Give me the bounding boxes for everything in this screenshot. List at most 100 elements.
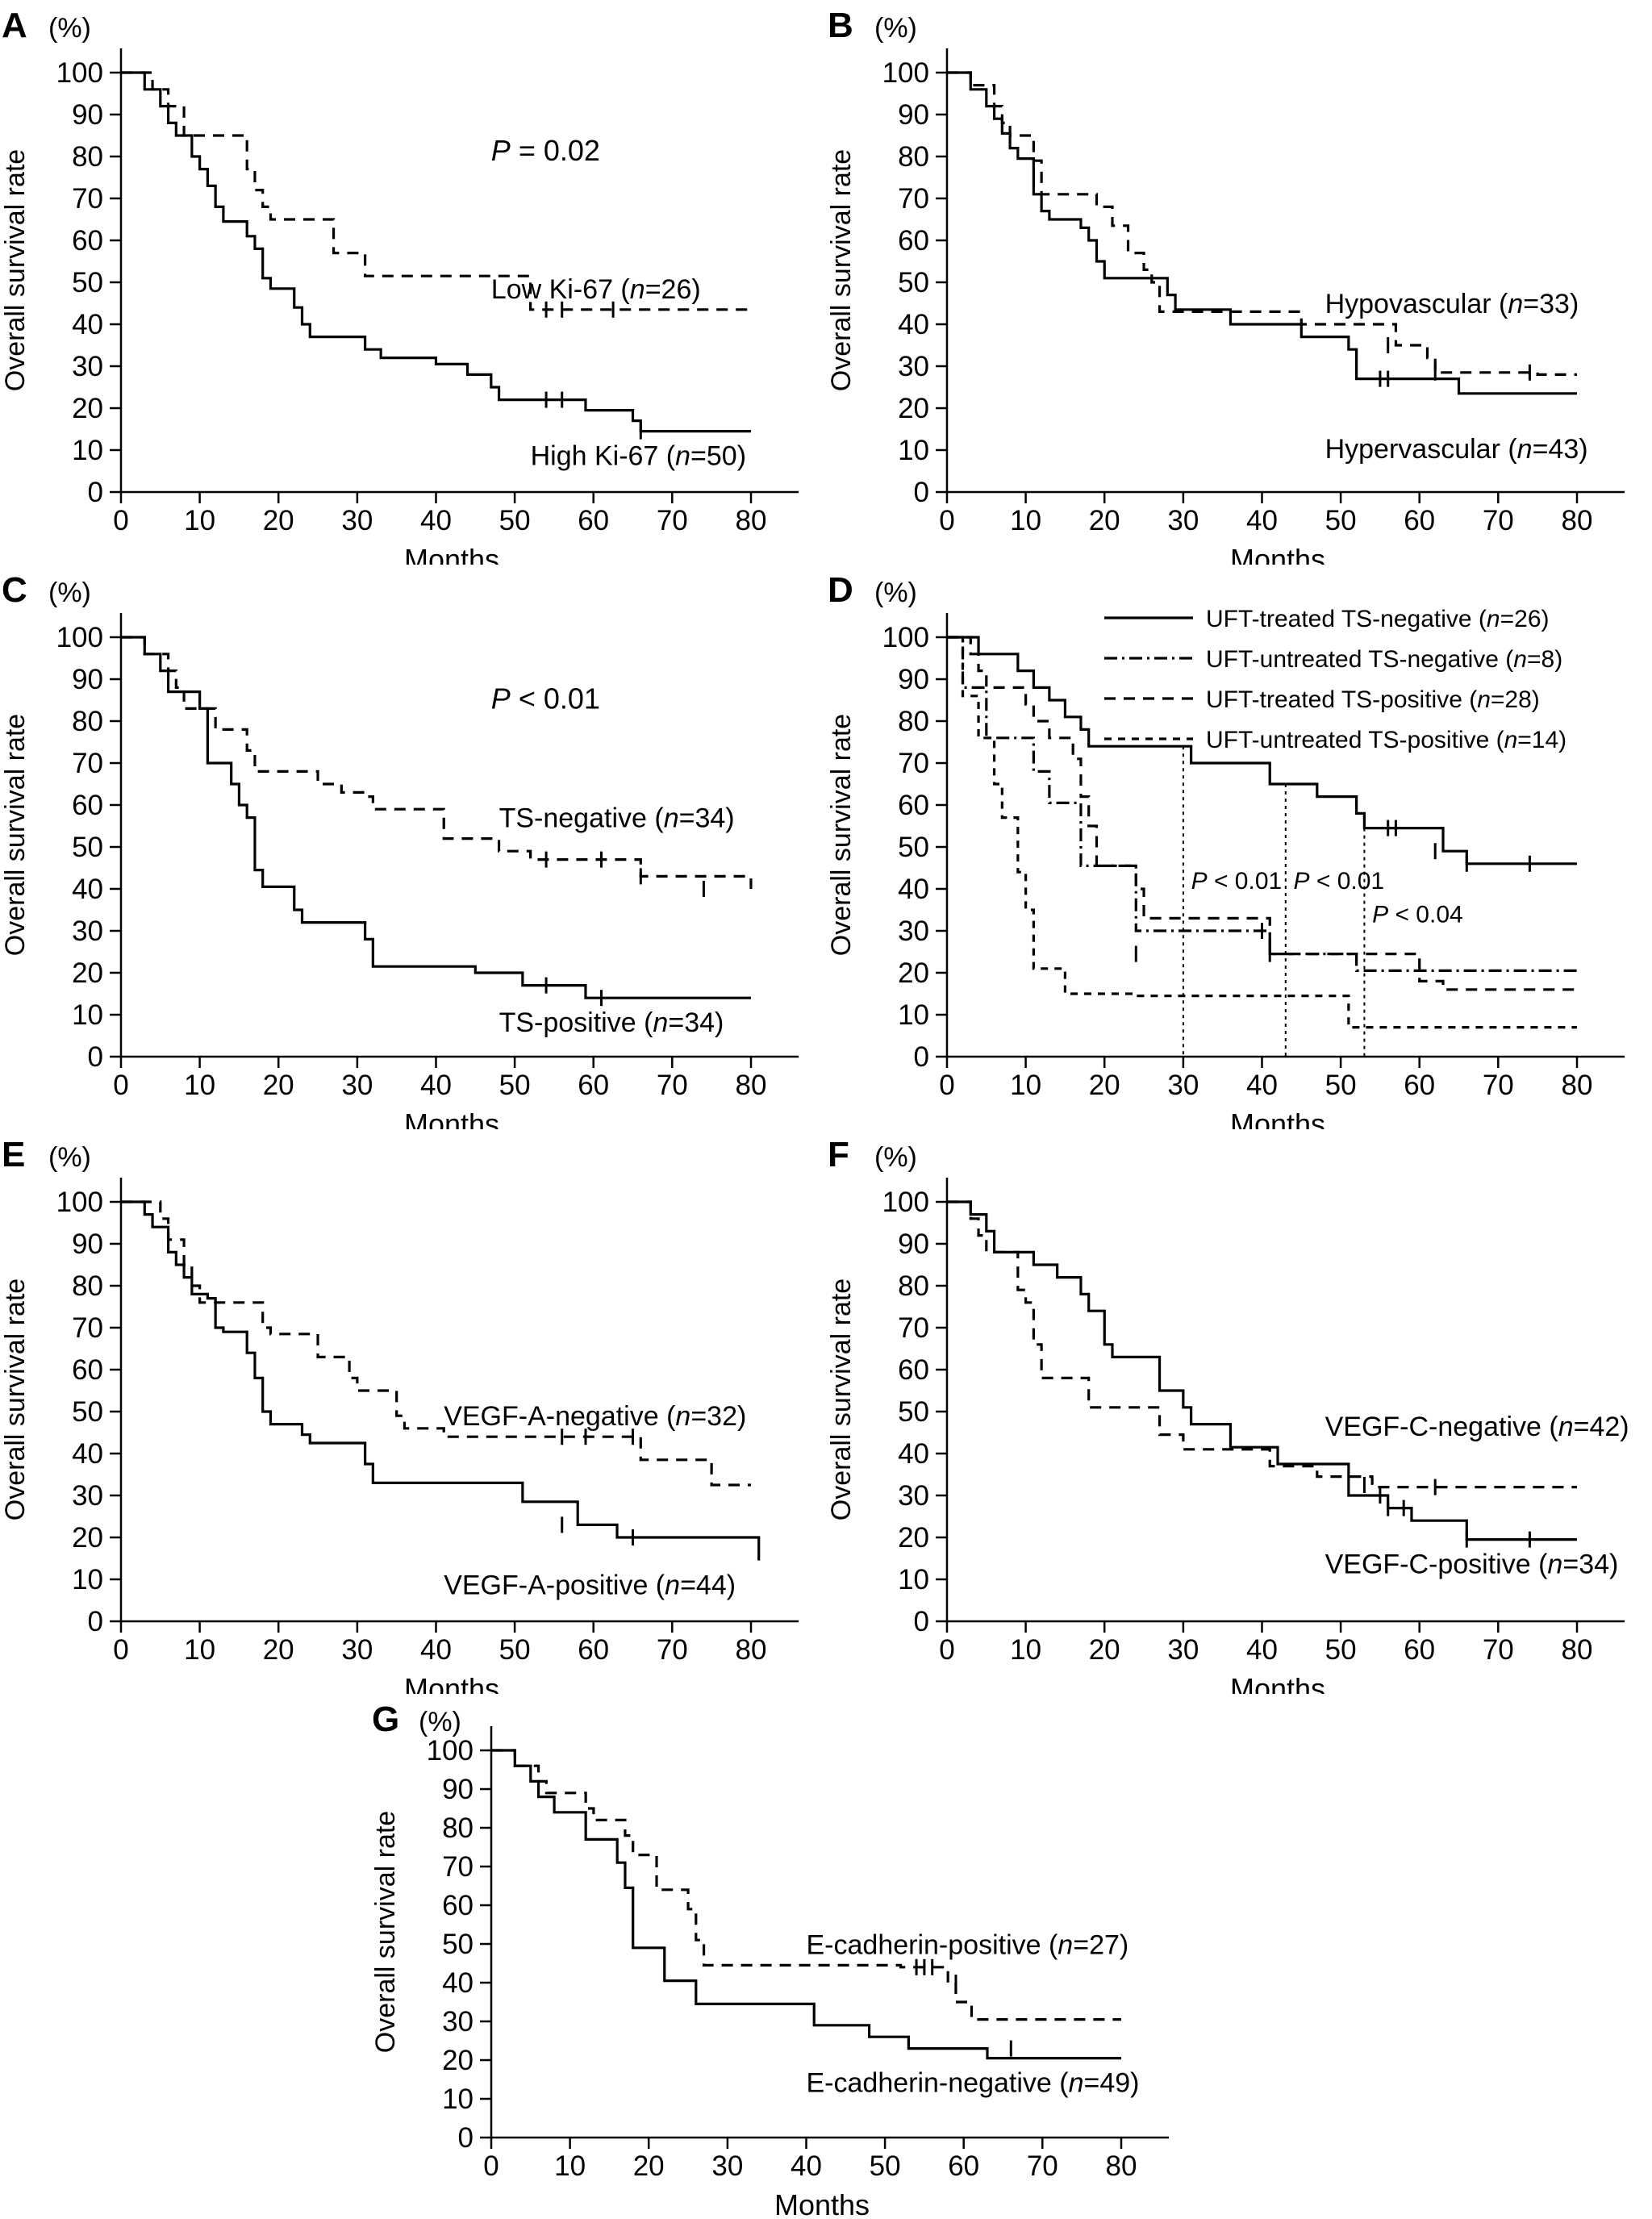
svg-text:50: 50 — [1325, 505, 1357, 536]
svg-text:TS-negative (n=34): TS-negative (n=34) — [499, 803, 735, 834]
svg-text:50: 50 — [898, 1396, 929, 1428]
svg-text:50: 50 — [72, 1396, 103, 1428]
svg-text:40: 40 — [898, 874, 929, 905]
svg-text:TS-positive (n=34): TS-positive (n=34) — [499, 1007, 724, 1038]
svg-text:UFT-treated TS-positive (n=28): UFT-treated TS-positive (n=28) — [1206, 686, 1540, 713]
svg-text:P < 0.04: P < 0.04 — [1372, 902, 1463, 928]
svg-text:70: 70 — [657, 1070, 688, 1101]
svg-text:(%): (%) — [419, 1707, 461, 1737]
svg-text:30: 30 — [341, 1070, 373, 1101]
svg-text:20: 20 — [263, 505, 294, 536]
svg-text:Months: Months — [404, 543, 499, 565]
svg-text:Overall survival rate: Overall survival rate — [0, 714, 31, 956]
svg-text:Overall survival rate: Overall survival rate — [826, 1278, 857, 1520]
svg-text:50: 50 — [499, 1070, 531, 1101]
svg-text:UFT-treated TS-negative (n=26): UFT-treated TS-negative (n=26) — [1206, 606, 1550, 632]
svg-text:60: 60 — [578, 505, 609, 536]
svg-text:60: 60 — [948, 2150, 979, 2182]
svg-text:10: 10 — [898, 1564, 929, 1595]
svg-text:80: 80 — [736, 1634, 767, 1666]
svg-text:30: 30 — [72, 351, 103, 382]
svg-text:(%): (%) — [48, 1142, 91, 1173]
svg-text:80: 80 — [72, 1270, 103, 1302]
svg-text:60: 60 — [72, 790, 103, 821]
svg-text:Months: Months — [774, 2188, 870, 2219]
svg-text:80: 80 — [1562, 1070, 1593, 1101]
svg-text:E-cadherin-positive (n=27): E-cadherin-positive (n=27) — [807, 1929, 1129, 1960]
svg-text:10: 10 — [184, 1634, 215, 1666]
svg-text:0: 0 — [88, 1041, 103, 1073]
svg-text:0: 0 — [939, 1634, 954, 1666]
svg-text:100: 100 — [56, 622, 103, 653]
svg-text:70: 70 — [442, 1851, 473, 1883]
svg-text:80: 80 — [72, 141, 103, 173]
svg-text:P < 0.01: P < 0.01 — [1294, 868, 1385, 895]
svg-text:Overall survival rate: Overall survival rate — [0, 149, 31, 391]
svg-text:10: 10 — [72, 999, 103, 1031]
svg-text:80: 80 — [1562, 505, 1593, 536]
svg-text:40: 40 — [1246, 1070, 1278, 1101]
svg-text:0: 0 — [483, 2150, 499, 2182]
svg-text:20: 20 — [72, 1522, 103, 1554]
svg-text:UFT-untreated TS-negative (n=8: UFT-untreated TS-negative (n=8) — [1206, 646, 1562, 673]
svg-text:60: 60 — [1404, 1634, 1435, 1666]
svg-text:100: 100 — [882, 1187, 929, 1218]
svg-text:70: 70 — [1027, 2150, 1058, 2182]
svg-text:20: 20 — [72, 393, 103, 424]
svg-text:70: 70 — [1483, 505, 1514, 536]
svg-text:80: 80 — [898, 706, 929, 737]
svg-text:10: 10 — [184, 505, 215, 536]
svg-text:70: 70 — [657, 1634, 688, 1666]
svg-text:Overall survival rate: Overall survival rate — [0, 1278, 31, 1520]
svg-text:70: 70 — [1483, 1634, 1514, 1666]
svg-text:40: 40 — [72, 309, 103, 340]
svg-text:10: 10 — [554, 2150, 586, 2182]
svg-text:60: 60 — [442, 1890, 473, 1921]
svg-text:20: 20 — [1089, 1634, 1120, 1666]
svg-text:80: 80 — [736, 1070, 767, 1101]
svg-text:(%): (%) — [874, 578, 917, 608]
svg-text:60: 60 — [578, 1070, 609, 1101]
svg-text:0: 0 — [113, 505, 128, 536]
svg-text:90: 90 — [442, 1774, 473, 1805]
svg-text:10: 10 — [72, 1564, 103, 1595]
svg-text:80: 80 — [1106, 2150, 1137, 2182]
svg-text:10: 10 — [898, 435, 929, 466]
svg-text:20: 20 — [72, 957, 103, 989]
svg-text:VEGF-A-negative (n=32): VEGF-A-negative (n=32) — [444, 1401, 746, 1432]
svg-text:Low Ki-67 (n=26): Low Ki-67 (n=26) — [491, 274, 701, 305]
svg-text:50: 50 — [499, 505, 531, 536]
svg-text:20: 20 — [263, 1070, 294, 1101]
svg-text:90: 90 — [72, 1228, 103, 1260]
svg-text:20: 20 — [442, 2045, 473, 2076]
svg-text:60: 60 — [72, 1354, 103, 1386]
svg-text:50: 50 — [72, 267, 103, 298]
svg-text:P = 0.02: P = 0.02 — [491, 134, 600, 167]
svg-text:0: 0 — [458, 2122, 473, 2154]
svg-text:20: 20 — [1089, 1070, 1120, 1101]
svg-text:40: 40 — [898, 309, 929, 340]
svg-text:20: 20 — [1089, 505, 1120, 536]
svg-text:70: 70 — [898, 748, 929, 779]
svg-text:(%): (%) — [48, 13, 91, 44]
svg-text:10: 10 — [72, 435, 103, 466]
svg-text:VEGF-C-positive (n=34): VEGF-C-positive (n=34) — [1325, 1550, 1619, 1580]
svg-text:60: 60 — [898, 790, 929, 821]
svg-text:30: 30 — [711, 2150, 743, 2182]
svg-text:0: 0 — [113, 1070, 128, 1101]
svg-text:10: 10 — [442, 2083, 473, 2115]
svg-text:30: 30 — [341, 1634, 373, 1666]
svg-text:D: D — [828, 570, 853, 610]
svg-text:40: 40 — [72, 874, 103, 905]
svg-text:B: B — [828, 6, 853, 45]
svg-text:10: 10 — [1010, 505, 1041, 536]
svg-text:G: G — [372, 1700, 399, 1739]
svg-text:80: 80 — [1562, 1634, 1593, 1666]
svg-text:10: 10 — [184, 1070, 215, 1101]
svg-text:Months: Months — [404, 1672, 499, 1694]
svg-text:50: 50 — [1325, 1634, 1357, 1666]
svg-text:0: 0 — [88, 1606, 103, 1637]
svg-text:50: 50 — [898, 267, 929, 298]
svg-text:40: 40 — [442, 1967, 473, 1999]
svg-text:80: 80 — [736, 505, 767, 536]
